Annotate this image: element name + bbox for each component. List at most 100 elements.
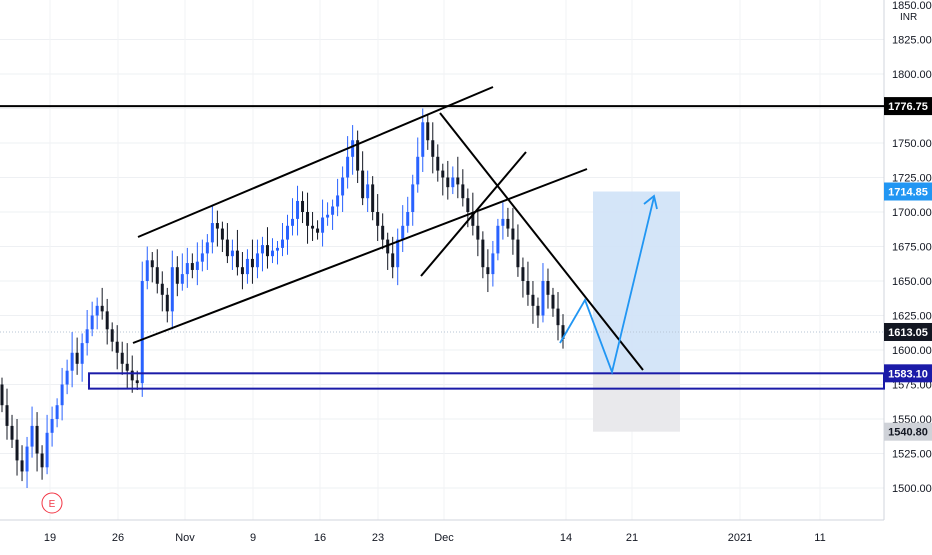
price-tag-label: 1583.10 — [888, 368, 928, 380]
candle-body — [60, 384, 64, 406]
y-tick-label: 1750.00 — [892, 138, 932, 150]
earnings-marker[interactable] — [41, 492, 63, 514]
candle-body — [125, 363, 129, 371]
currency-label: INR — [900, 12, 917, 23]
price-tag-last — [884, 322, 932, 341]
y-tick-label: 1650.00 — [892, 276, 932, 288]
candle-body — [220, 228, 224, 240]
candle-body — [456, 177, 460, 185]
downtrend-line[interactable] — [439, 112, 644, 371]
candle-body — [351, 140, 355, 157]
candle-body — [301, 200, 305, 212]
candle-body — [85, 329, 89, 344]
candle-body — [376, 212, 380, 226]
x-tick-label: Nov — [175, 532, 195, 544]
candle-body — [436, 156, 440, 171]
candle-body — [260, 245, 264, 254]
candle-body — [110, 329, 114, 342]
candle-body — [551, 294, 555, 309]
candle-body — [321, 217, 325, 233]
x-tick-label: 26 — [112, 532, 124, 544]
price-tag-stop — [884, 422, 932, 441]
y-tick-label: 1600.00 — [892, 345, 932, 357]
candle-body — [240, 267, 244, 275]
candle-body — [210, 223, 214, 243]
price-tag-support — [884, 364, 932, 383]
candle-body — [446, 177, 450, 188]
candle-body — [386, 239, 390, 254]
candle-body — [536, 305, 540, 316]
candle-body — [366, 184, 370, 199]
candle-body — [286, 225, 290, 240]
x-tick-label: Dec — [434, 532, 454, 544]
candle-body — [406, 212, 410, 226]
y-tick-label: 1625.00 — [892, 311, 932, 323]
candle-body — [391, 253, 395, 268]
candle-body — [265, 245, 269, 257]
candle-body — [50, 419, 54, 433]
candle-body — [185, 263, 189, 275]
candle-body — [95, 305, 99, 316]
candle-body — [120, 352, 124, 364]
y-tick-label: 1700.00 — [892, 207, 932, 219]
candle-body — [281, 239, 284, 248]
breakout-line[interactable] — [420, 151, 527, 277]
candle-body — [230, 250, 234, 257]
candle-body — [541, 281, 545, 316]
candle-body — [501, 218, 505, 226]
candle-body — [361, 170, 365, 199]
candle-body — [521, 267, 525, 281]
channel-lower-line[interactable] — [132, 168, 588, 344]
candle-body — [291, 218, 295, 226]
candle-body — [180, 274, 184, 284]
candle-body — [20, 460, 24, 472]
candle-body — [270, 250, 274, 257]
candle-body — [275, 247, 279, 251]
candle-body — [316, 228, 320, 233]
x-tick-label: 9 — [250, 532, 256, 544]
y-tick-label: 1825.00 — [892, 35, 932, 47]
candle-body — [356, 140, 360, 171]
y-tick-label: 1800.00 — [892, 69, 932, 81]
candle-body — [396, 239, 400, 268]
candle-body — [105, 311, 109, 330]
candle-body — [75, 352, 79, 364]
price-tag-label: 1714.85 — [888, 187, 928, 199]
candle-body — [0, 384, 4, 406]
candle-body — [346, 156, 350, 178]
candle-body — [556, 308, 560, 326]
support-zone[interactable] — [88, 372, 885, 390]
candle-body — [561, 325, 565, 339]
x-tick-label: 11 — [814, 532, 825, 544]
candle-body — [25, 446, 29, 472]
candle-body — [40, 453, 44, 468]
candle-body — [506, 218, 510, 229]
candle-body — [411, 184, 415, 212]
y-tick-label: 1525.00 — [892, 449, 932, 461]
channel-upper-line[interactable] — [137, 86, 494, 238]
candle-body — [466, 198, 470, 212]
candle-body — [250, 258, 254, 268]
candle-body — [205, 242, 209, 254]
candle-body — [225, 239, 229, 257]
projection-arrowhead — [643, 194, 658, 210]
candle-body — [45, 432, 49, 468]
candle-body — [195, 261, 199, 270]
price-tag-label: 1540.80 — [888, 427, 928, 439]
candle-body — [426, 122, 430, 141]
candle-body — [306, 212, 310, 226]
candle-body — [65, 370, 69, 385]
y-tick-label: 1500.00 — [892, 483, 932, 495]
candle-body — [100, 305, 104, 312]
candle-body — [476, 225, 480, 240]
candle-body — [491, 253, 495, 275]
candle-body — [255, 253, 259, 268]
candle-body — [416, 156, 420, 185]
price-tag-label: 1776.75 — [888, 101, 928, 113]
candle-body — [341, 177, 345, 196]
candle-body — [165, 294, 169, 312]
candle-body — [331, 206, 335, 215]
candle-body — [150, 260, 154, 268]
candle-body — [526, 281, 530, 295]
